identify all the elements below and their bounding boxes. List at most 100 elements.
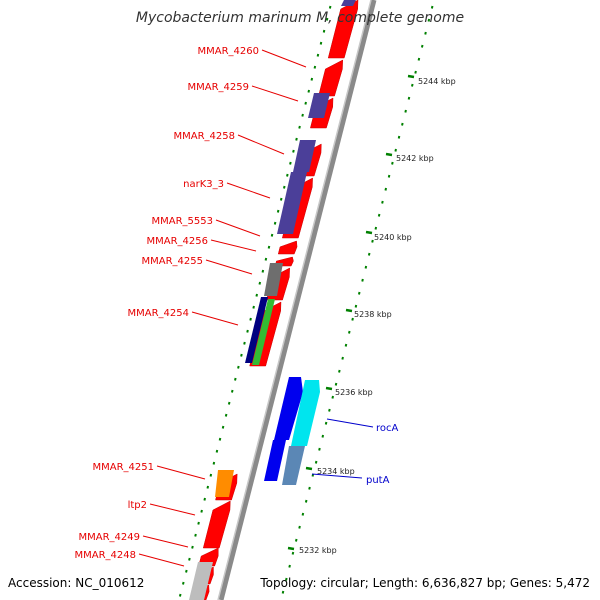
inner-dotted-track [270,233,274,237]
inner-dotted-track [240,353,243,357]
gene-block-nark3-3[interactable] [277,172,307,234]
accession-text: Accession: NC_010612 [8,576,144,590]
inner-dotted-track [188,557,191,561]
inner-dotted-track [279,197,283,201]
inner-dotted-track [316,53,320,57]
gene-label-mmar-4254[interactable]: MMAR_4254 [128,308,190,319]
inner-dotted-track [203,497,206,501]
gene-block-top-purple[interactable] [341,0,356,6]
inner-dotted-track [307,89,311,93]
outer-dotted-track [394,148,397,152]
gene-label-mmar-4260[interactable]: MMAR_4260 [198,46,260,57]
inner-dotted-track [301,113,304,117]
tick-label: 5234 kbp [317,467,355,476]
kbp-tick-mark [305,466,313,471]
gene-block-mmar-4258[interactable] [293,140,316,172]
inner-dotted-track [194,533,197,537]
callout-line [311,473,363,479]
gene-block-roca[interactable] [291,380,320,446]
gene-arrow-top[interactable] [327,0,359,59]
outer-dotted-track [351,317,354,321]
gene-label-mmar-4256[interactable]: MMAR_4256 [147,236,209,247]
kbp-tick-mark [325,386,333,391]
inner-dotted-track [273,221,277,225]
inner-dotted-track [237,365,240,369]
inner-dotted-track [206,485,210,489]
inner-dotted-track [234,377,237,381]
outer-dotted-track [417,57,421,61]
callout-line [142,535,189,548]
outer-dotted-track [387,174,391,178]
gene-label-puta[interactable]: putA [366,475,390,486]
label-callout-lines [138,49,374,567]
outer-dotted-track [338,369,341,373]
callout-line [191,311,239,326]
inner-dotted-track [252,305,255,309]
inner-dotted-track [178,593,182,597]
outer-dotted-track [321,434,325,438]
callout-line [156,465,206,480]
tick-label: 5238 kbp [354,310,392,319]
inner-dotted-track [289,161,292,165]
gene-block-mmar-4254-navy[interactable] [245,297,268,363]
inner-dotted-track [249,317,252,321]
callout-line [237,134,285,155]
gene-label-mmar-4249[interactable]: MMAR_4249 [79,532,141,543]
tick-label: 5240 kbp [374,233,412,242]
gene-block-roca-blue[interactable] [274,377,303,440]
outer-dotted-track [411,83,414,87]
outer-dotted-track [285,577,288,581]
inner-dotted-track [276,209,280,213]
outer-dotted-track [314,460,318,464]
gene-label-mmar-4248[interactable]: MMAR_4248 [75,550,137,561]
gene-label-mmar-4255[interactable]: MMAR_4255 [142,256,204,267]
gene-label-mmar-4259[interactable]: MMAR_4259 [188,82,250,93]
gene-label-nark3-3[interactable]: narK3_3 [183,179,224,190]
gene-arrow-mmar-4260[interactable] [318,59,343,97]
tick-label: 5242 kbp [396,154,434,163]
outer-dotted-track [348,330,351,334]
gene-block-puta-blue[interactable] [264,440,286,481]
outer-dotted-track [424,31,427,35]
gene-block-mmar-4251[interactable] [215,470,234,497]
outer-dotted-track [308,486,311,490]
gene-block-mmar-4254-green[interactable] [252,299,275,365]
tick-label: 5236 kbp [335,388,373,397]
gene-label-mmar-4258[interactable]: MMAR_4258 [174,131,236,142]
inner-dotted-track [319,41,323,45]
inner-dotted-track [200,509,203,513]
outer-dotted-track [401,122,404,126]
gene-label-mmar-5553[interactable]: MMAR_5553 [152,216,214,227]
outer-dotted-track [357,291,361,295]
dotted-tracks [178,5,434,597]
outer-dotted-track [374,226,378,230]
gene-block-puta[interactable] [282,446,305,485]
gene-block-mmar-4255[interactable] [264,263,283,296]
gene-labels: MMAR_4260 MMAR_4259 MMAR_4258 narK3_3 MM… [75,46,399,561]
callout-line [261,49,307,68]
gene-label-mmar-4251[interactable]: MMAR_4251 [93,462,155,473]
inner-dotted-track [215,449,219,453]
kbp-tick-mark [345,308,353,313]
outer-dotted-track [407,96,411,100]
gene-label-roca[interactable]: rocA [376,423,399,434]
callout-line [138,553,185,567]
gene-arrow-ltp2[interactable] [202,500,231,549]
outer-dotted-track [377,213,381,217]
genome-title: Mycobacterium marinum M, complete genome [136,10,464,26]
gene-block-mmar-4259[interactable] [308,93,330,118]
gene-label-ltp2[interactable]: ltp2 [128,500,147,511]
gene-arrow-mmar-4256[interactable] [277,240,298,255]
topology-info: Topology: circular; Length: 6,636,827 bp… [259,576,590,590]
outer-dotted-track [331,395,334,399]
kbp-tick-mark [407,74,415,79]
outer-dotted-track [427,18,431,22]
inner-dotted-track [197,521,200,525]
callout-line [215,219,261,237]
gene-block-mmar-4248-gray[interactable] [189,562,213,600]
inner-dotted-track [212,461,216,465]
kbp-tick-mark [385,152,393,157]
inner-dotted-track [261,269,265,273]
inner-dotted-track [221,425,225,429]
